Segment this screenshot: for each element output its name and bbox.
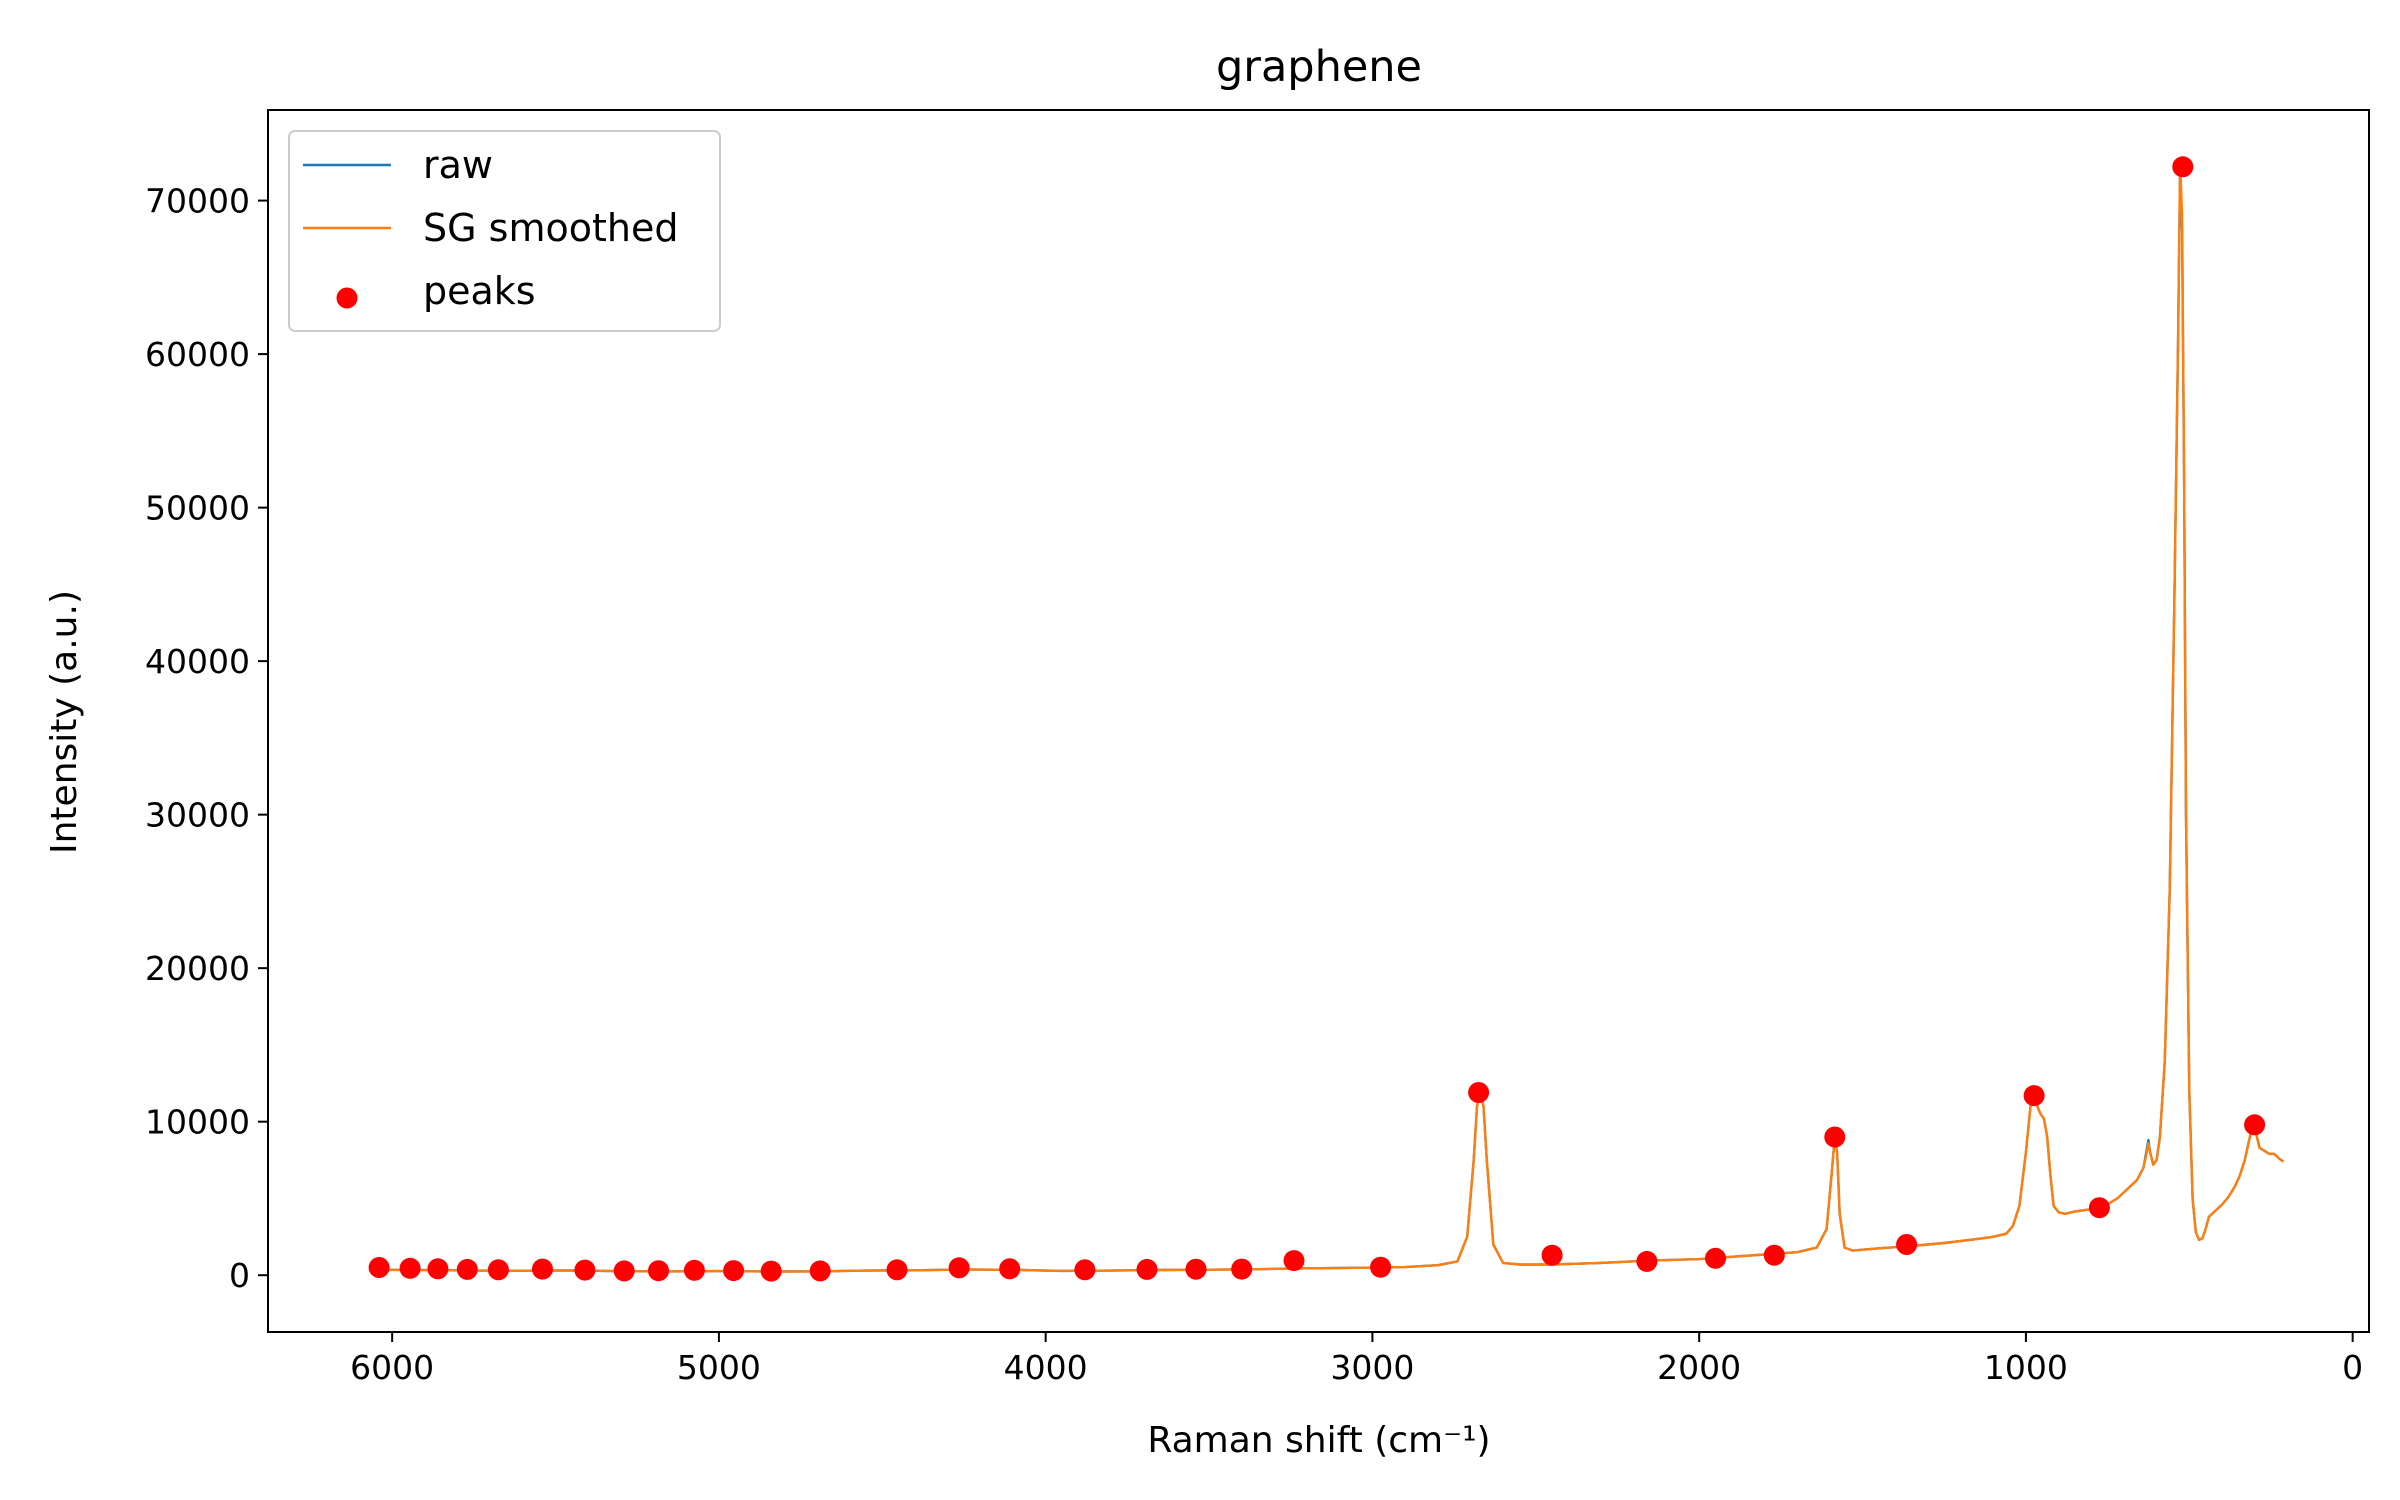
legend-box <box>288 130 721 332</box>
peak-point <box>399 1257 421 1279</box>
peak-point <box>1705 1247 1726 1269</box>
x-axis: 6000 5000 4000 3000 2000 1000 0 <box>350 1332 2363 1387</box>
y-tick-label: 0 <box>229 1256 250 1295</box>
peak-point <box>683 1259 705 1281</box>
x-tick-label: 4000 <box>1004 1348 1088 1387</box>
peak-point <box>487 1259 509 1281</box>
peak-point <box>1231 1258 1253 1280</box>
series-line-1 <box>375 161 2285 1273</box>
peak-point <box>1370 1256 1392 1278</box>
peak-point <box>1468 1082 1490 1103</box>
peak-point <box>648 1260 669 1282</box>
peak-point <box>809 1260 831 1282</box>
peak-point <box>368 1257 390 1278</box>
x-tick-label: 5000 <box>677 1348 761 1387</box>
peak-point <box>1763 1244 1785 1266</box>
peak-point <box>2172 156 2194 178</box>
legend-entry-label: peaks <box>423 269 536 313</box>
y-tick-label: 30000 <box>145 796 250 835</box>
x-tick-label: 0 <box>2342 1348 2363 1387</box>
y-tick-label: 70000 <box>145 182 250 221</box>
legend-entry-label: raw <box>423 143 493 187</box>
y-axis-label: Intensity (a.u.) <box>44 590 85 854</box>
y-tick-label: 40000 <box>145 642 250 681</box>
y-tick-label: 60000 <box>145 335 250 374</box>
peak-point <box>886 1259 908 1281</box>
peak-point <box>1541 1244 1563 1266</box>
y-tick-label: 10000 <box>145 1103 250 1142</box>
peak-point <box>2023 1085 2045 1107</box>
peak-point <box>723 1260 745 1282</box>
peak-point <box>613 1260 635 1282</box>
peak-point <box>574 1259 596 1281</box>
peak-point <box>1136 1258 1158 1280</box>
peak-point <box>456 1258 478 1280</box>
legend: raw SG smoothed peaks <box>288 130 721 332</box>
peak-point <box>532 1258 553 1280</box>
y-tick-label: 20000 <box>145 949 250 988</box>
peak-point <box>1074 1259 1096 1281</box>
peak-point <box>1636 1250 1658 1272</box>
peak-point <box>760 1260 782 1282</box>
peak-point <box>427 1258 449 1280</box>
peak-point <box>2244 1114 2266 1136</box>
x-tick-label: 6000 <box>350 1348 434 1387</box>
plot-frame <box>267 109 2370 1333</box>
peak-point <box>1896 1234 1918 1255</box>
x-axis-label: Raman shift (cm⁻¹) <box>1147 1420 1490 1461</box>
y-tick-label: 50000 <box>145 489 250 528</box>
y-axis: 0 10000 20000 30000 40000 50000 60000 70000 <box>145 182 268 1295</box>
x-tick-label: 3000 <box>1330 1348 1414 1387</box>
peak-point <box>1283 1250 1305 1272</box>
x-tick-label: 1000 <box>1984 1348 2068 1387</box>
peak-point <box>1824 1126 1846 1148</box>
peak-point <box>948 1257 970 1279</box>
legend-marker-swatch <box>336 287 358 309</box>
x-tick-label: 2000 <box>1657 1348 1741 1387</box>
legend-entry-label: SG smoothed <box>423 206 678 250</box>
chart-title: graphene <box>1216 42 1422 92</box>
peak-point <box>2088 1197 2110 1219</box>
peak-point <box>999 1258 1021 1280</box>
peak-point <box>1185 1258 1207 1280</box>
